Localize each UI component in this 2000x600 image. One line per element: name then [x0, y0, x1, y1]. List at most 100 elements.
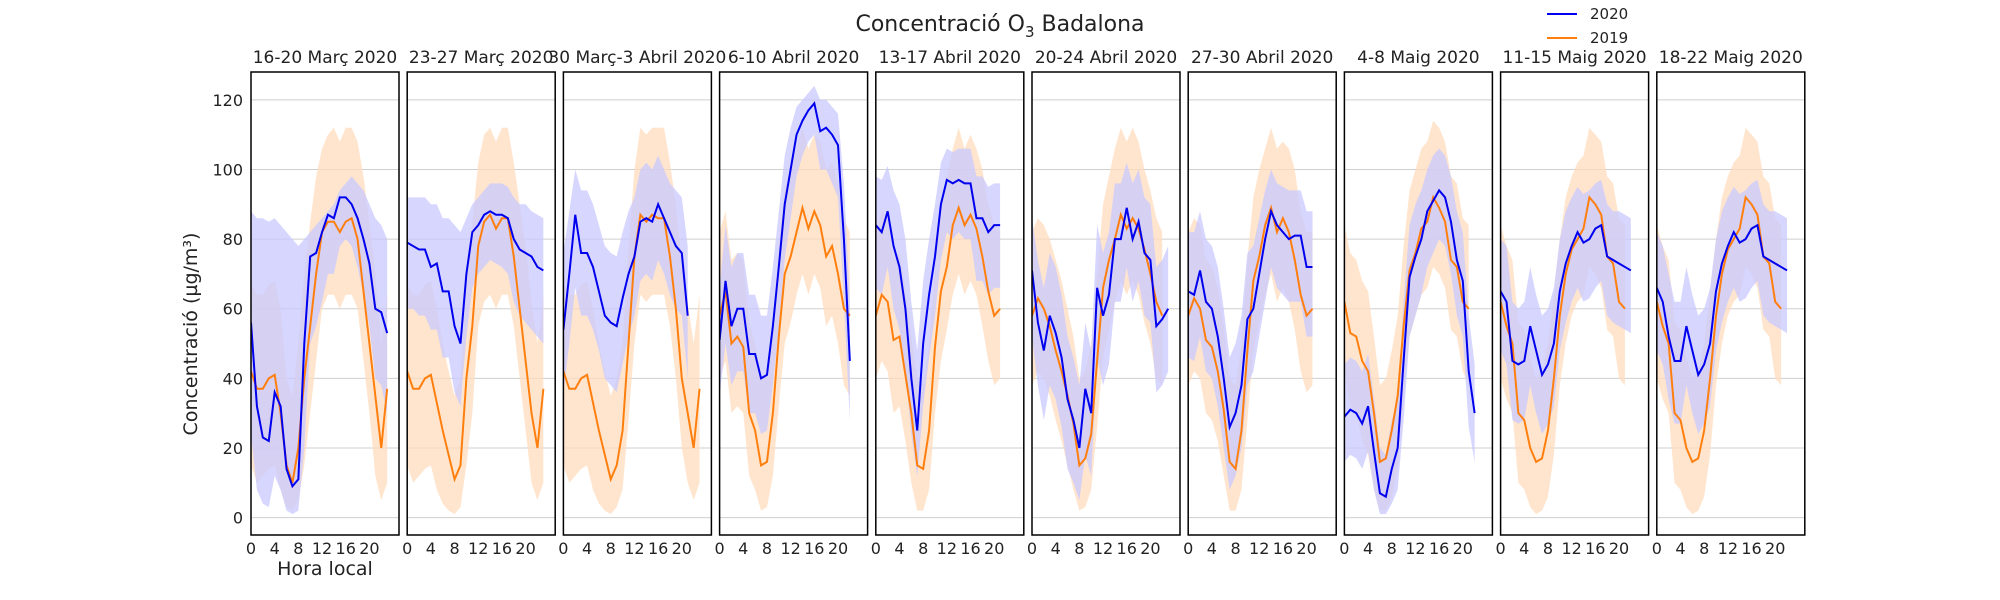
x-tick-label: 20	[672, 539, 692, 558]
line-2020	[1344, 188, 1476, 499]
panel-frame	[1343, 71, 1494, 536]
line-2020	[1032, 207, 1170, 449]
x-tick-label: 4	[1207, 539, 1217, 558]
plot-area	[563, 127, 701, 515]
line-2020	[407, 210, 544, 344]
line-2019	[407, 212, 545, 483]
panel: 20-24 Abril 2020 0 4 8 12 16 20	[1027, 48, 1181, 558]
line-2019	[563, 212, 701, 483]
x-tick-label: 4	[582, 539, 592, 558]
x-tick-label: 8	[449, 539, 459, 558]
x-tick-label: 0	[1339, 539, 1349, 558]
x-tick-label: 4	[426, 539, 436, 558]
plot-area	[1344, 120, 1476, 515]
line-2020	[1656, 223, 1788, 378]
y-tick-label: 100	[212, 160, 243, 179]
panel: 13-17 Abril 2020 0 4 8 12 16 20	[871, 48, 1025, 558]
x-tick-label: 0	[1496, 539, 1506, 558]
x-tick-label: 20	[1140, 539, 1160, 558]
x-tick-label: 20	[1765, 539, 1785, 558]
line-2020	[719, 101, 851, 380]
x-tick-label: 20	[984, 539, 1004, 558]
panel-title: 13-17 Abril 2020	[879, 48, 1021, 68]
line-2020	[1188, 207, 1313, 431]
x-tick-label: 16	[336, 539, 356, 558]
x-tick-label: 8	[606, 539, 616, 558]
plot-area	[1500, 127, 1632, 515]
band-2020	[251, 176, 388, 515]
plot-area	[1656, 127, 1788, 515]
legend-label-2019: 2019	[1590, 29, 1628, 47]
line-2019	[1344, 194, 1470, 464]
panel: 16-20 Març 2020 0 4 8 12 16 20	[246, 48, 400, 558]
x-tick-label: 8	[1543, 539, 1553, 558]
panel: 27-30 Abril 2020 0 4 8 12 16 20	[1183, 48, 1337, 558]
plot-area	[1032, 127, 1170, 511]
x-tick-label: 12	[780, 539, 800, 558]
panel-title: 20-24 Abril 2020	[1035, 48, 1177, 68]
panel: 23-27 Març 2020 0 4 8 12 16 20	[402, 48, 556, 558]
panel-frame	[250, 71, 400, 536]
panel-frame	[1656, 71, 1806, 536]
panel-frame	[562, 71, 713, 536]
x-tick-label: 4	[1363, 539, 1373, 558]
x-tick-label: 16	[648, 539, 668, 558]
x-tick-label: 16	[492, 539, 512, 558]
line-2020	[1500, 223, 1632, 378]
x-tick-label: 8	[1387, 539, 1397, 558]
x-tick-label: 0	[715, 539, 725, 558]
plot-area	[251, 127, 389, 515]
line-2019	[875, 204, 1001, 471]
x-tick-label: 16	[804, 539, 824, 558]
y-tick-label: 60	[223, 300, 243, 319]
x-tick-label: 12	[624, 539, 644, 558]
line-2020	[251, 196, 389, 489]
band-2020	[875, 148, 1001, 476]
x-tick-label: 12	[312, 539, 332, 558]
x-tick-label: 4	[738, 539, 748, 558]
band-2020	[719, 85, 850, 435]
x-tick-label: 20	[1296, 539, 1316, 558]
x-tick-label: 20	[1453, 539, 1473, 558]
x-tick-label: 16	[1273, 539, 1293, 558]
x-tick-label: 0	[1183, 539, 1193, 558]
x-tick-label: 20	[828, 539, 848, 558]
x-tick-label: 4	[270, 539, 280, 558]
x-tick-label: 12	[468, 539, 488, 558]
line-2020	[875, 178, 1001, 431]
x-tick-label: 8	[293, 539, 303, 558]
band-2020	[1344, 148, 1475, 515]
panel-frame	[1187, 71, 1337, 536]
band-2020	[1656, 179, 1788, 435]
chart-title-subscript: 3	[1025, 23, 1035, 41]
x-tick-label: 16	[1741, 539, 1761, 558]
x-tick-label: 4	[1519, 539, 1529, 558]
plot-area	[407, 127, 545, 515]
line-2019	[719, 203, 851, 467]
panel-frame	[1499, 71, 1650, 536]
x-tick-label: 8	[1230, 539, 1240, 558]
x-tick-label: 12	[937, 539, 957, 558]
y-axis-label: Concentració (µg/m³)	[180, 233, 202, 436]
band-2020	[407, 183, 544, 407]
x-tick-label: 0	[1652, 539, 1662, 558]
line-2020	[563, 201, 689, 330]
panel-title: 11-15 Maig 2020	[1503, 48, 1647, 68]
panel-frame	[1031, 71, 1181, 536]
x-tick-label: 4	[894, 539, 904, 558]
y-tick-label: 0	[233, 509, 243, 528]
panel-title: 4-8 Maig 2020	[1357, 48, 1479, 68]
panel-frame	[406, 71, 556, 536]
x-tick-label: 8	[762, 539, 772, 558]
x-tick-label: 12	[1561, 539, 1581, 558]
x-tick-label: 8	[1074, 539, 1084, 558]
band-2020	[1500, 179, 1631, 435]
plot-area	[875, 127, 1001, 511]
panel-frame	[718, 71, 869, 536]
chart-title-rest: Badalona	[1035, 12, 1145, 37]
plot-area	[719, 85, 851, 511]
x-tick-label: 20	[515, 539, 535, 558]
x-tick-label: 0	[1027, 539, 1037, 558]
